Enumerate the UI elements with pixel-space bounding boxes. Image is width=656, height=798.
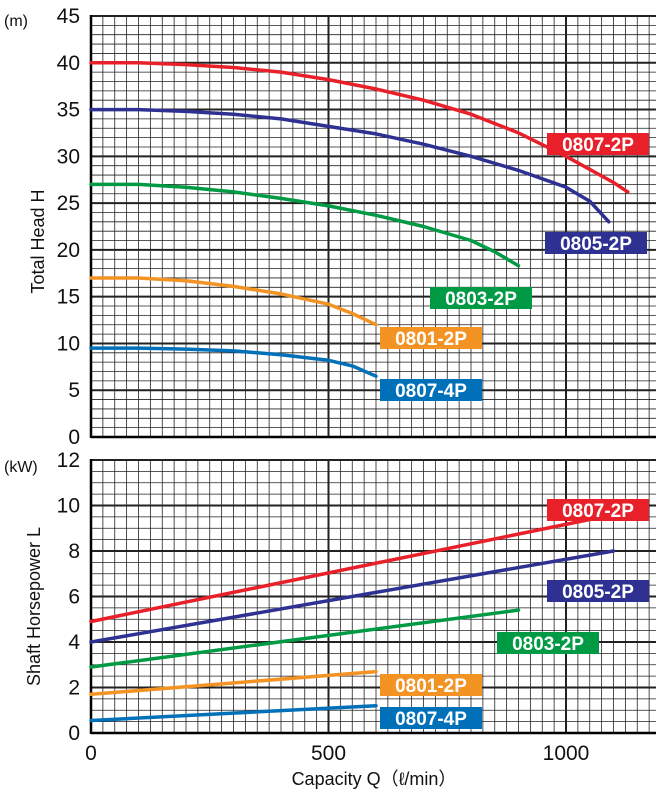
power-chart: 0 2 4 6 8 10 12 (kW) Shaft Horsepower L 0807-2P 08… [4,449,656,789]
power-series-label-box [547,580,649,602]
power-series-label: 0807-4P [395,709,467,730]
x-axis-title: Capacity Q（ℓ/min） [292,769,457,789]
head-y-tick-label: 15 [57,286,80,309]
head-y-tick-label: 45 [57,5,80,28]
head-series-label: 0807-4P [395,381,467,402]
head-y-tick-label: 20 [57,239,80,262]
power-series-line-0805-2P [89,549,616,644]
power-series-label-box [380,674,482,696]
power-y-tick-label: 2 [68,677,80,700]
head-y-tick-label: 40 [57,52,80,75]
head-series-label-box [547,133,649,155]
head-series-line-0807-2P [89,61,630,194]
power-y-tick-label: 12 [57,449,80,472]
x-tick-label: 500 [311,742,346,765]
power-series-label-box [547,499,649,521]
head-series-label: 0805-2P [560,234,632,255]
head-series-label: 0803-2P [445,289,517,310]
head-series-label-box [545,232,647,254]
power-y-tick-label: 10 [57,495,80,518]
head-y-tick-label: 25 [57,192,80,215]
power-y-tick-label: 4 [68,631,80,654]
head-series-label-box [380,379,482,401]
power-series-label: 0807-2P [562,501,634,522]
power-y-axis-title: Shaft Horsepower L [24,527,44,686]
head-y-tick-label: 35 [57,99,80,122]
power-series-label: 0803-2P [512,634,584,655]
head-series-label: 0807-2P [562,135,634,156]
power-series-label: 0801-2P [395,676,467,697]
head-y-tick-label: 10 [57,332,80,355]
power-series-line-0807-4P [89,703,378,723]
power-series-label-box [380,707,482,729]
power-y-tick-label: 0 [68,722,80,745]
power-series-label-box [497,632,599,654]
power-unit-label: (kW) [4,459,38,476]
power-series-line-0807-2P [89,512,616,624]
head-series-label: 0801-2P [395,329,467,350]
head-series-line-0801-2P [89,276,378,327]
head-series-label-box [380,327,482,349]
power-series-label: 0805-2P [562,582,634,603]
head-series-line-0803-2P [89,182,521,268]
power-y-tick-label: 8 [68,540,80,563]
head-chart: 0 5 10 15 20 25 30 35 40 45 (m) Total Head H 0807-2P… [4,5,656,449]
x-tick-label: 1000 [543,742,590,765]
x-tick-label: 0 [85,742,97,765]
power-y-tick-label: 6 [68,586,80,609]
head-series-line-0805-2P [89,107,611,224]
power-series-line-0801-2P [89,669,378,697]
head-y-tick-label: 5 [68,379,80,402]
head-y-axis-title: Total Head H [28,189,48,293]
head-unit-label: (m) [4,13,28,30]
head-series-line-0807-4P [89,346,378,378]
power-series-line-0803-2P [89,608,521,669]
head-series-label-box [430,287,532,309]
head-y-tick-label: 30 [57,145,80,168]
head-y-tick-label: 0 [68,426,80,449]
